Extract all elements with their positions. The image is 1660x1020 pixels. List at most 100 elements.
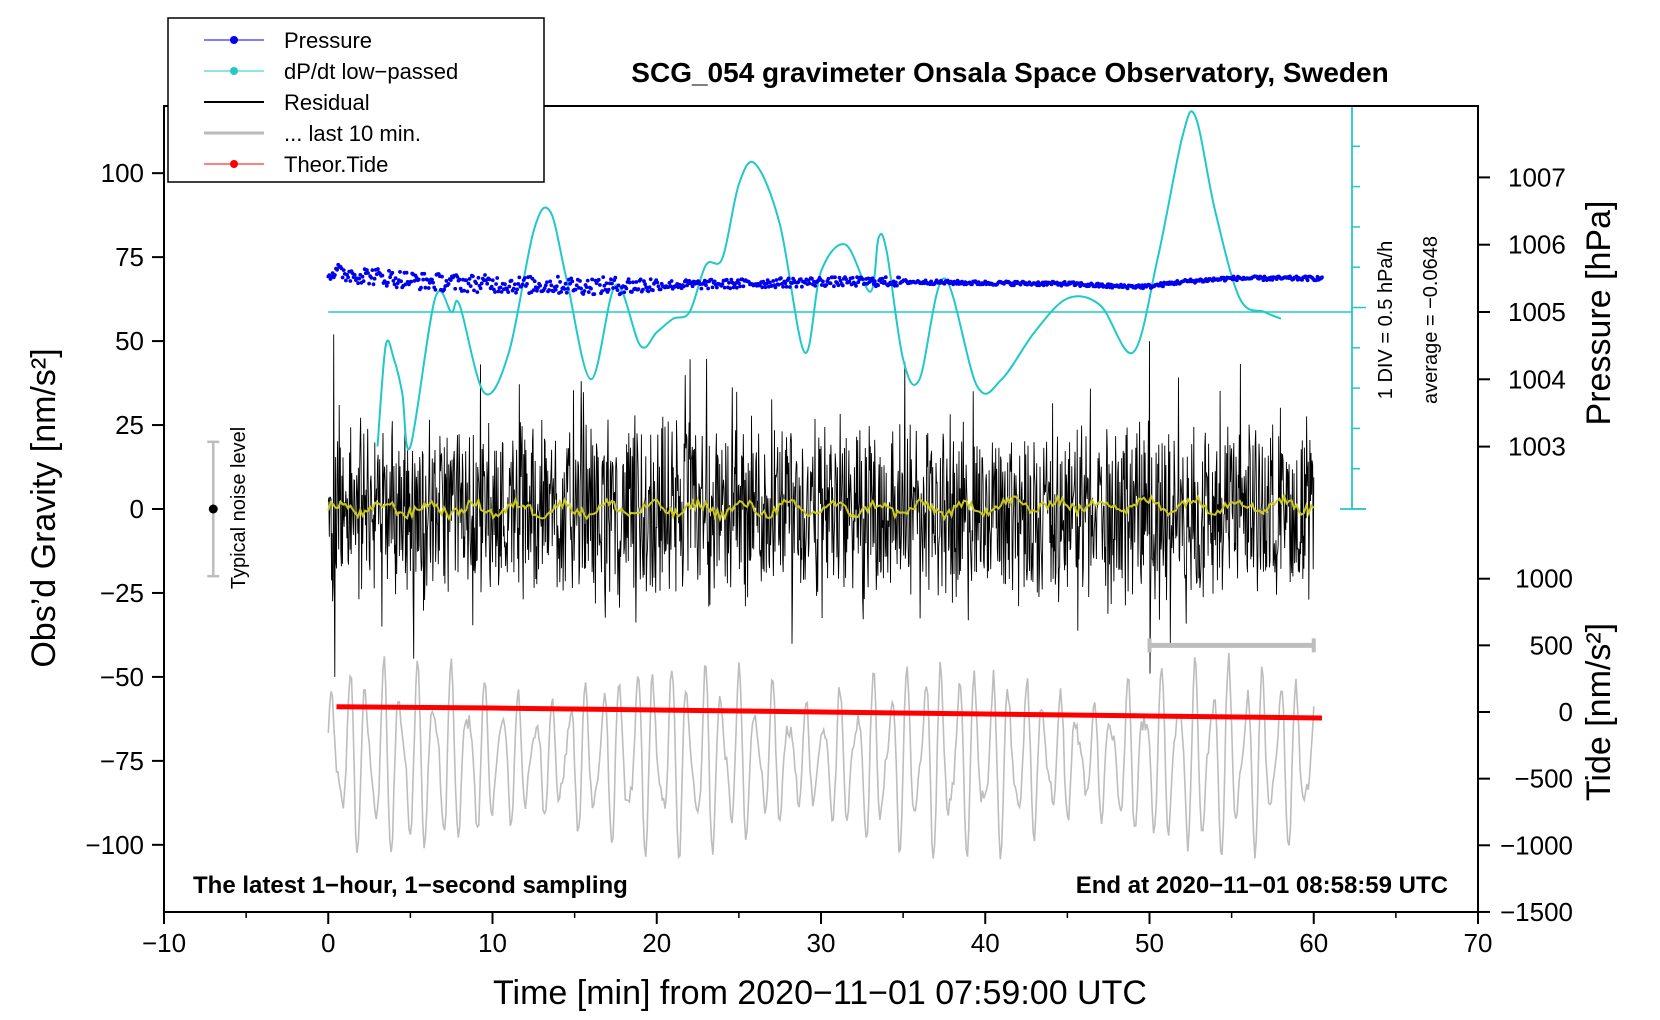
pressure-point [644,285,649,290]
pressure-point [737,281,741,286]
annotation-average: average = −0.0648 [1420,236,1442,404]
legend-item: ... last 10 min. [204,121,421,146]
dpdt-trace [376,110,1282,451]
pressure-point [828,281,833,286]
pressure-point [684,278,688,283]
legend-box [167,17,545,183]
pressure-point [388,275,392,280]
pressure-point [357,276,362,281]
pressure-point [535,288,539,293]
pressure-point [658,287,663,292]
pressure-point [781,284,785,289]
pressure-point [624,286,629,291]
annotation-end-time: End at 2020−11−01 08:58:59 UTC [1076,872,1448,899]
pressure-point [372,276,377,281]
legend: Pressure dP/dt low−passed Residual ... last… [167,17,545,183]
pressure-point [538,283,543,288]
pressure-point [810,276,814,281]
pressure-point [763,285,768,290]
pressure-point [709,277,714,282]
pressure-point [464,278,469,283]
pressure-point [356,281,360,286]
pressure-point [416,277,421,282]
pressure-point [710,285,715,290]
pressure-point [870,276,875,281]
pressure-point [728,286,733,291]
pressure-point [520,282,525,287]
pressure-point [833,275,837,280]
pressure-point [384,284,389,288]
pressure-point [556,274,560,279]
pressure-point [433,287,438,292]
pressure-point [425,278,430,282]
pressure-point [813,283,818,288]
pressure-point [474,281,479,286]
pressure-point [738,284,742,289]
pressure-point [562,287,567,291]
pressure-point [403,282,408,287]
pressure-point [630,290,634,294]
pressure-point [636,287,641,291]
y-tick-label-left: −75 [100,746,144,776]
y-tick-label-tide: 500 [1530,630,1573,660]
pressure-point [631,280,635,285]
pressure-point [800,284,804,289]
pressure-point [733,281,738,285]
pressure-point [545,280,549,285]
pressure-point [427,280,432,285]
pressure-point [720,282,725,286]
residual-trace [327,334,1315,677]
pressure-point [641,287,645,292]
pressure-point [498,285,503,290]
noise-level-label: Typical noise level [228,427,250,589]
pressure-point [515,287,519,292]
pressure-point [798,277,803,282]
pressure-point [872,279,877,284]
pressure-point [487,277,492,282]
legend-item: Pressure [204,28,372,53]
pressure-point [371,282,376,287]
pressure-point [787,285,792,289]
pressure-point [643,282,647,287]
pressure-point [467,277,472,281]
pressure-point [509,278,514,283]
legend-swatch-dot [230,36,238,44]
pressure-point [422,271,427,276]
pressure-point [455,275,460,279]
pressure-point [341,268,346,272]
pressure-point [784,284,789,289]
pressure-point [564,290,569,295]
y-tick-label-pressure: 1004 [1508,364,1566,394]
pressure-point [393,276,398,281]
pressure-point [472,288,476,293]
pressure-point [1235,278,1239,283]
x-tick-label: 10 [478,928,507,958]
pressure-point [609,277,613,282]
pressure-point [335,267,339,272]
pressure-point [391,279,396,283]
pressure-point [386,280,390,285]
y-axis-title-left: Obs’d Gravity [nm/s²] [25,348,63,667]
pressure-point [1320,275,1324,280]
x-axis-title: Time [min] from 2020−11−01 07:59:00 UTC [493,974,1147,1012]
pressure-point [876,283,880,288]
pressure-point [360,274,365,279]
pressure-point [634,280,639,284]
pressure-point [838,278,843,283]
pressure-point [592,292,597,296]
residual-layer [327,334,1315,677]
pressure-point [462,288,466,293]
pressure-point [736,278,740,283]
pressure-point [1071,280,1076,284]
pressure-point [344,278,348,283]
pressure-point [490,278,495,283]
pressure-point [854,284,858,288]
pressure-point [764,281,769,286]
legend-label: ... last 10 min. [284,121,421,146]
pressure-point [516,282,521,286]
pressure-point [882,279,887,284]
pressure-point [548,279,553,284]
pressure-point [655,280,660,285]
legend-label: Theor.Tide [284,152,388,177]
pressure-point [724,277,729,282]
